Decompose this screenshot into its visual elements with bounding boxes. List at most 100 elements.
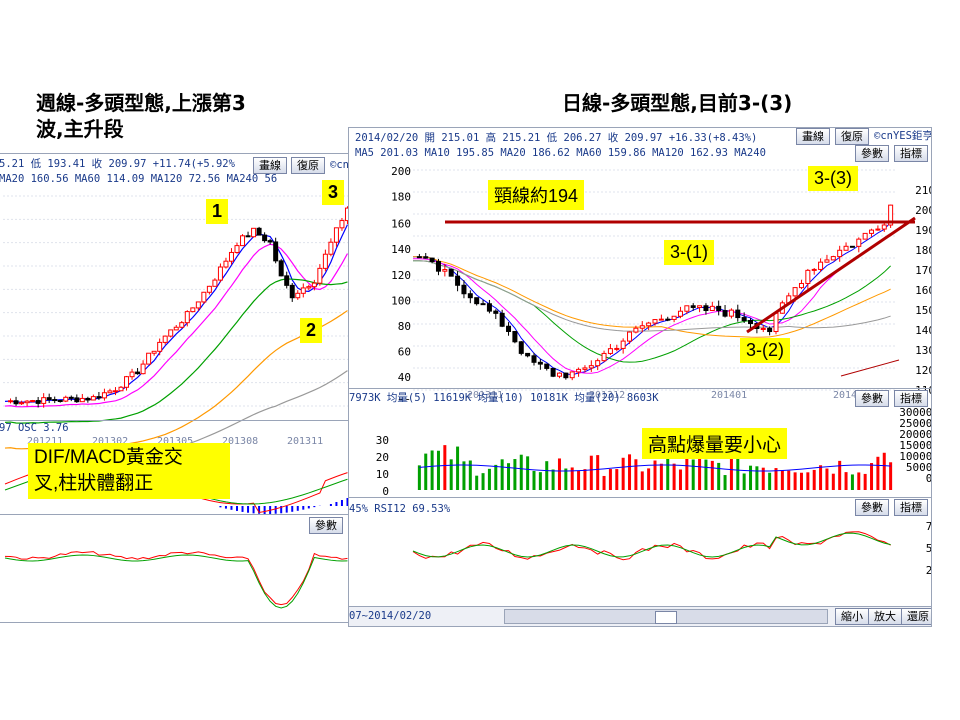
zoom-out-button[interactable]: 縮小 [835,608,869,625]
undo-button[interactable]: 復原 [291,157,325,174]
candle [223,260,229,268]
candle [168,329,174,337]
candle [709,305,715,312]
candle [550,367,556,377]
volume-bar [780,470,784,490]
candle [311,282,317,288]
candle [295,292,301,299]
daily-price-header: 2014/02/20 開 215.01 高 215.21 低 206.27 收 … [355,132,758,144]
macd-bar [307,506,310,509]
candle [569,371,575,379]
rsi-tick-label: 75 [926,520,931,533]
trendline [746,216,916,334]
zoom-in-button[interactable]: 放大 [868,608,902,625]
volume-bar [538,472,542,490]
ma-line [412,221,892,376]
candle [830,256,836,261]
candle [671,315,677,320]
volume-bar [659,463,663,490]
candle [633,327,639,333]
daily-price-chart: 2102001901801701601501401301201102001801… [391,165,931,400]
volume-bar [691,459,695,490]
volume-bar [487,468,491,490]
undo-button[interactable]: 復原 [835,128,869,145]
candle [537,361,543,365]
rsi-fast-line [412,531,891,561]
candle [652,319,658,324]
candle [85,397,91,401]
candle [140,363,146,375]
candle [35,400,41,404]
volume-bar [755,466,759,490]
candle [240,235,246,247]
candle [448,269,454,277]
horizontal-scrollbar[interactable] [504,609,828,624]
candle [8,400,14,403]
x-tick-label: 201312 [589,390,625,400]
volume-param-button[interactable]: 參數 [855,390,889,407]
volume-bar [570,467,574,490]
candle [805,269,811,284]
candle [480,303,486,306]
candle [162,335,168,343]
candle [13,400,19,405]
candle [284,275,290,286]
candle [455,275,461,286]
macd-bar [219,506,222,508]
volume-bar [462,461,466,490]
ma-line [4,278,348,424]
wave-3-2-note: 3-(2) [740,338,791,363]
candle [278,260,284,277]
volume-bar [831,473,835,490]
volume-bar [870,463,874,490]
left-y-tick-label: 180 [391,190,411,203]
draw-button[interactable]: 畫線 [796,128,830,145]
x-tick-label: 201401 [711,390,747,400]
x-tick-label: 201305 [157,436,193,447]
volume-bar [608,469,612,490]
daily-chart-panel: 2014/02/20 開 215.01 高 215.21 低 206.27 收 … [348,127,932,627]
macd-bar [224,506,227,509]
volume-indicator-button[interactable]: 指標 [894,390,928,407]
draw-button[interactable]: 畫線 [253,157,287,174]
candle [190,307,196,313]
candle [317,267,323,284]
volume-bar [545,461,549,490]
scrollbar-thumb[interactable] [655,611,677,624]
y-tick-label: 120 [915,364,931,377]
left-y-tick-label: 200 [391,165,411,178]
candle [184,311,190,324]
candle [19,402,25,405]
y-tick-label: 180 [915,244,931,257]
daily-volume-chart: 30000K25000K20000K15000K10000K5000K0K 30 2… [376,406,931,498]
candle [888,204,894,226]
volume-tick-label: 30000K [899,406,931,419]
weekly-note-1: 1 [206,199,229,224]
candle [322,253,328,269]
volume-bar [526,456,530,490]
param-button[interactable]: 參數 [855,145,889,162]
candle [228,251,234,262]
volume-bar [723,475,727,490]
indicator-button[interactable]: 指標 [894,145,928,162]
volume-bar [417,465,421,490]
rsi-tick-label: 25 [926,564,931,577]
volume-bar [557,458,561,490]
daily-volume-header: 7973K 均量(5) 11619K 均量(10) 10181K 均量(20) … [349,392,659,404]
volume-bar [787,470,791,490]
rsi-param-button[interactable]: 參數 [855,499,889,516]
weekly-note-2: 2 [300,318,323,343]
reset-button[interactable]: 還原 [901,608,931,625]
candle [563,372,569,379]
date-range-label: 07~2014/02/20 [349,610,432,622]
volume-bar [710,460,714,490]
candle [245,235,251,238]
volume-bar [825,468,829,490]
rsi-slow-line [412,532,891,558]
macd-bar [230,506,233,510]
rsi-indicator-button[interactable]: 指標 [894,499,928,516]
weekly-param-button[interactable]: 參數 [309,517,343,534]
volume-bar [602,475,606,490]
candle [107,390,113,394]
volume-bar [551,469,555,490]
